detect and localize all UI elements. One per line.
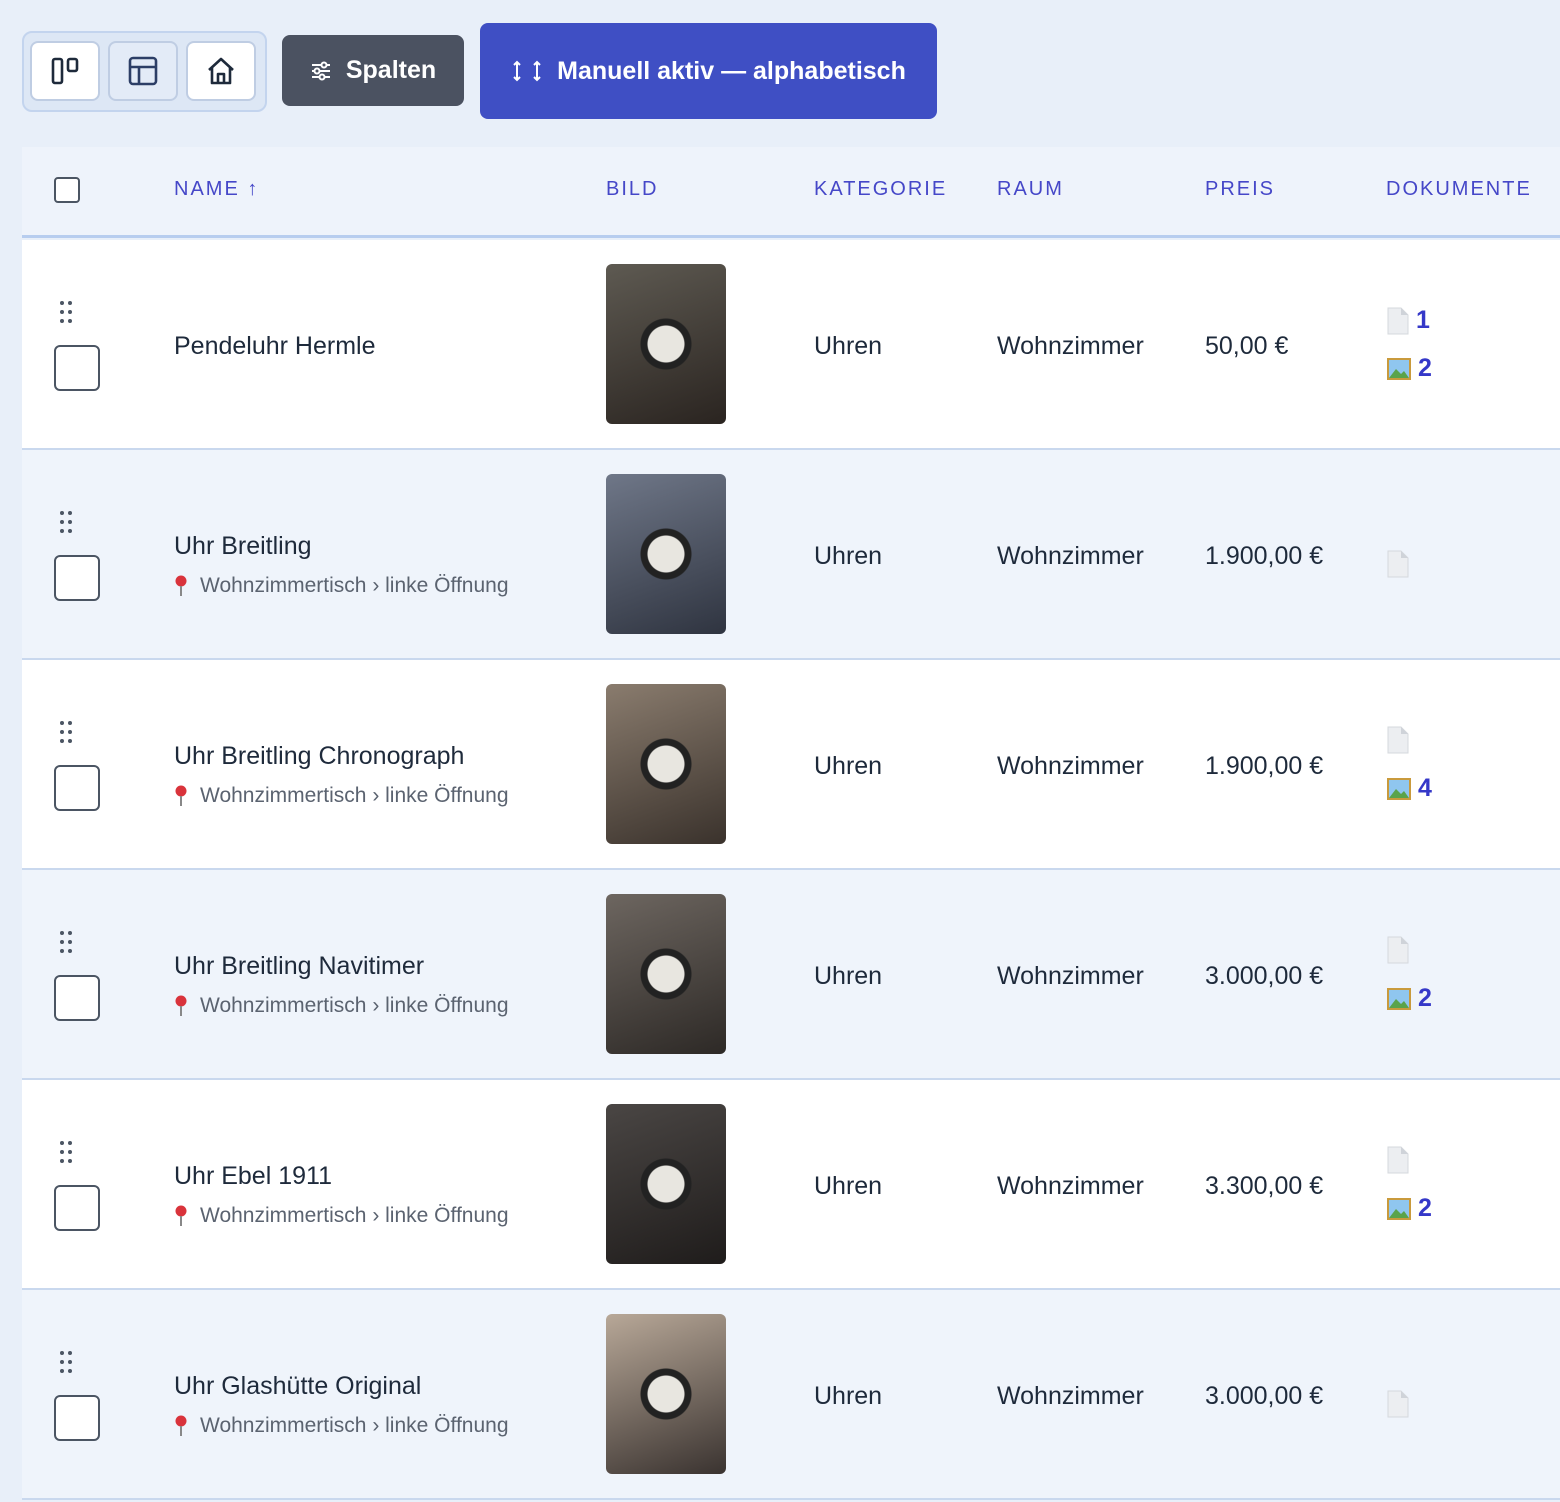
file-docs <box>1386 936 1410 964</box>
item-category: Uhren <box>814 962 883 990</box>
item-price: 1.900,00 € <box>1205 542 1324 570</box>
item-category: Uhren <box>814 1172 883 1200</box>
table-row: Uhr Breitling Chronograph Wohnzimmertisch… <box>22 660 1560 870</box>
kanban-view-button[interactable] <box>30 41 100 101</box>
location-text: Wohnzimmertisch › linke Öffnung <box>200 784 509 807</box>
drag-handle[interactable] <box>58 720 74 749</box>
row-checkbox[interactable] <box>54 345 100 391</box>
sort-button[interactable]: Manuell aktiv — alphabetisch <box>480 23 937 119</box>
item-photo <box>606 894 726 1054</box>
item-room: Wohnzimmer <box>997 1382 1144 1410</box>
item-photo <box>606 1314 726 1474</box>
image-docs[interactable]: 4 <box>1386 774 1432 803</box>
row-checkbox[interactable] <box>54 555 100 601</box>
location-text: Wohnzimmertisch › linke Öffnung <box>200 1414 509 1437</box>
column-header: DOKUMENTE <box>1386 178 1532 200</box>
table-view-button[interactable] <box>108 41 178 101</box>
view-toggle-group <box>22 31 267 112</box>
item-price: 3.000,00 € <box>1205 962 1324 990</box>
column-header: KATEGORIE <box>814 178 948 200</box>
row-checkbox[interactable] <box>54 1395 100 1441</box>
item-photo <box>606 1104 726 1264</box>
location-text: Wohnzimmertisch › linke Öffnung <box>200 574 509 597</box>
item-price: 3.300,00 € <box>1205 1172 1324 1200</box>
item-name[interactable]: Uhr Breitling Chronograph <box>174 742 465 770</box>
table-row: Uhr Breitling Navitimer Wohnzimmertisch ›… <box>22 870 1560 1080</box>
drag-handle[interactable] <box>58 1350 74 1379</box>
item-category: Uhren <box>814 1382 883 1410</box>
item-room: Wohnzimmer <box>997 332 1144 360</box>
table-header <box>22 147 1560 238</box>
item-category: Uhren <box>814 542 883 570</box>
item-room: Wohnzimmer <box>997 542 1144 570</box>
file-docs <box>1386 1146 1410 1174</box>
column-header[interactable]: NAME ↑ <box>174 178 260 200</box>
row-checkbox[interactable] <box>54 1185 100 1231</box>
file-docs <box>1386 1390 1410 1418</box>
image-count: 2 <box>1418 354 1432 382</box>
image-count: 2 <box>1418 1194 1432 1222</box>
item-name[interactable]: Uhr Ebel 1911 <box>174 1162 332 1190</box>
file-count: 1 <box>1416 306 1430 334</box>
table-row: Uhr Glashütte Original Wohnzimmertisch › … <box>22 1290 1560 1500</box>
table-row: Uhr Breitling Wohnzimmertisch › linke Öff… <box>22 450 1560 660</box>
columns-button[interactable]: Spalten <box>282 35 464 106</box>
item-name[interactable]: Uhr Glashütte Original <box>174 1372 422 1400</box>
file-docs <box>1386 550 1410 578</box>
item-category: Uhren <box>814 752 883 780</box>
item-category: Uhren <box>814 332 883 360</box>
column-header: PREIS <box>1205 178 1276 200</box>
column-header: BILD <box>606 178 659 200</box>
drag-handle[interactable] <box>58 930 74 959</box>
item-location: Wohnzimmertisch › linke Öffnung <box>174 994 509 1018</box>
item-name[interactable]: Uhr Breitling <box>174 532 312 560</box>
item-photo <box>606 474 726 634</box>
drag-handle[interactable] <box>58 510 74 539</box>
table-row: Pendeluhr Hermle Uhren Wohnzimmer 50,00 € 1 2 <box>22 240 1560 450</box>
drag-handle[interactable] <box>58 300 74 329</box>
image-docs[interactable]: 2 <box>1386 984 1432 1013</box>
item-location: Wohnzimmertisch › linke Öffnung <box>174 784 509 808</box>
item-name[interactable]: Uhr Breitling Navitimer <box>174 952 425 980</box>
item-location: Wohnzimmertisch › linke Öffnung <box>174 1414 509 1438</box>
location-text: Wohnzimmertisch › linke Öffnung <box>200 1204 509 1227</box>
item-photo <box>606 264 726 424</box>
image-docs[interactable]: 2 <box>1386 1194 1432 1223</box>
image-count: 2 <box>1418 984 1432 1012</box>
file-docs[interactable]: 1 <box>1386 306 1430 335</box>
columns-button-label: Spalten <box>345 56 437 84</box>
image-count: 4 <box>1418 774 1432 802</box>
location-text: Wohnzimmertisch › linke Öffnung <box>200 994 509 1017</box>
item-price: 50,00 € <box>1205 332 1289 360</box>
item-room: Wohnzimmer <box>997 1172 1144 1200</box>
file-docs <box>1386 726 1410 754</box>
item-room: Wohnzimmer <box>997 962 1144 990</box>
item-location: Wohnzimmertisch › linke Öffnung <box>174 1204 509 1228</box>
sort-button-label: Manuell aktiv — alphabetisch <box>557 56 906 85</box>
row-checkbox[interactable] <box>54 975 100 1021</box>
home-view-button[interactable] <box>186 41 256 101</box>
item-location: Wohnzimmertisch › linke Öffnung <box>174 574 509 598</box>
table-row: Uhr Ebel 1911 Wohnzimmertisch › linke Öff… <box>22 1080 1560 1290</box>
item-price: 3.000,00 € <box>1205 1382 1324 1410</box>
select-all-checkbox[interactable] <box>54 177 80 203</box>
drag-handle[interactable] <box>58 1140 74 1169</box>
item-name[interactable]: Pendeluhr Hermle <box>174 332 376 360</box>
item-room: Wohnzimmer <box>997 752 1144 780</box>
row-checkbox[interactable] <box>54 765 100 811</box>
column-header: RAUM <box>997 178 1064 200</box>
image-docs[interactable]: 2 <box>1386 354 1432 383</box>
item-photo <box>606 684 726 844</box>
item-price: 1.900,00 € <box>1205 752 1324 780</box>
